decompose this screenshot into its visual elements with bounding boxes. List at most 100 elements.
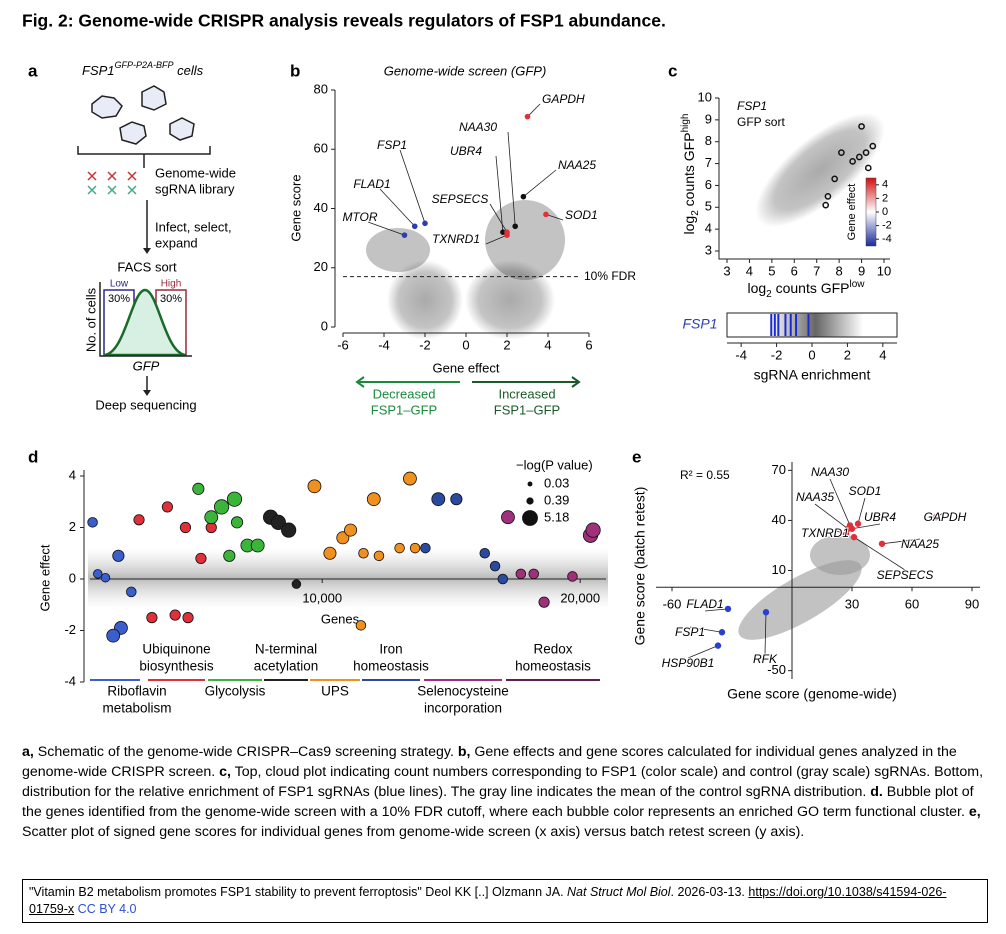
cloud [738, 560, 862, 640]
y-tick-label: -2 [64, 622, 76, 637]
cluster-name: metabolism [102, 701, 171, 716]
bubble [373, 550, 385, 562]
bubble [93, 569, 103, 579]
point [714, 642, 722, 649]
y-tick-label: 7 [705, 155, 712, 170]
bubble [497, 573, 509, 585]
bubble [528, 568, 540, 580]
legend-bubble [526, 497, 534, 505]
y-tick-label: 40 [772, 512, 786, 527]
strip [726, 312, 898, 338]
x-axis-title: Gene score (genome-wide) [727, 686, 897, 702]
leader [399, 149, 426, 224]
hit [822, 201, 830, 209]
cb-title: Gene effect [846, 184, 858, 241]
cloud-band [88, 548, 608, 608]
x-tick-label: -6 [337, 337, 349, 352]
bubble [230, 516, 244, 529]
panel-e: e R² = 0.55 -60 30 60 90 70 40 10 -50 Gene score (… [632, 447, 980, 702]
bubble [192, 482, 205, 495]
bubble [291, 579, 302, 589]
y-tick-label: -50 [767, 662, 786, 677]
bubble [538, 596, 550, 608]
leader [687, 645, 719, 659]
hit [855, 153, 863, 161]
bubble [394, 542, 405, 554]
cluster-name: acetylation [254, 659, 319, 674]
title-part: counts GFP [772, 280, 850, 296]
x-tick-label: 2 [844, 347, 851, 362]
bubble [420, 542, 431, 554]
facs: FACS sort [117, 259, 177, 274]
arrow-label: Increased [498, 386, 555, 401]
bubble [567, 571, 578, 582]
bubble [213, 499, 230, 515]
figure-title: Fig. 2: Genome-wide CRISPR analysis reve… [22, 11, 666, 31]
cell-line: FSP1GFP-P2A-BFP cells [82, 60, 204, 78]
point [543, 211, 549, 218]
caption-text: Bubble plot of the genes identified from… [22, 784, 974, 820]
leader [704, 608, 729, 612]
legend-bubble [522, 510, 538, 526]
hit [869, 142, 877, 150]
legend-label: 0.03 [544, 475, 569, 490]
point-label: RFK [753, 652, 778, 666]
bracket [77, 146, 211, 168]
date: . 2026-03-13. [670, 885, 749, 899]
x-tick-label: 7 [813, 263, 820, 278]
hit [838, 149, 845, 156]
x-tick-label: -2 [771, 347, 783, 362]
cloud [810, 535, 870, 575]
leader [853, 536, 906, 571]
point-label: NAA25 [558, 158, 596, 172]
doi-link[interactable]: https://doi.org/10.1038/s41594-026-01759… [29, 885, 947, 916]
x-tick-label: 9 [858, 263, 865, 278]
point-label: NAA35 [796, 490, 834, 504]
colorbar [865, 177, 877, 247]
step: Infect, select, [155, 219, 232, 234]
bubble [281, 522, 297, 538]
cluster-name: Ubiquinone [142, 642, 210, 657]
y-tick-label: -4 [64, 673, 76, 688]
final-step: Deep sequencing [95, 397, 196, 412]
panel-label: b [290, 61, 300, 80]
bubble [133, 514, 145, 526]
bubble [87, 517, 98, 528]
cluster-name: incorporation [424, 701, 502, 716]
bubble [270, 514, 286, 530]
license[interactable]: CC BY 4.0 [77, 902, 137, 916]
y-tick-label: 4 [705, 221, 712, 236]
point-label: SOD1 [849, 484, 882, 498]
leader [379, 188, 416, 227]
bubble [450, 493, 463, 506]
leader [857, 497, 866, 524]
bubble [336, 531, 350, 545]
point [850, 533, 858, 541]
y-tick-label: 10 [698, 89, 712, 104]
gate-pct: 30% [160, 293, 182, 305]
tag: GFP-P2A-BFP [115, 60, 174, 70]
x-tick-label: 6 [585, 337, 592, 352]
caption-label: d. [870, 784, 883, 800]
point [932, 513, 940, 521]
point-label: SEPSECS [877, 568, 934, 582]
legend-title: −log(P value) [516, 457, 593, 472]
gate-pct: 30% [108, 293, 130, 305]
y-tick-label: 5 [705, 199, 712, 214]
cloud [755, 113, 885, 227]
axis-title: log2 counts GFPhigh [680, 114, 701, 235]
bubble [226, 491, 243, 507]
step: expand [155, 235, 198, 250]
arrow-left [355, 376, 460, 388]
title-part: low [850, 279, 866, 290]
cb-tick-label: 2 [882, 192, 888, 204]
y-axis-title: Gene score [288, 174, 303, 241]
panel-label: d [28, 447, 38, 466]
leader [881, 538, 921, 545]
x-tick-label: 4 [746, 263, 753, 278]
cluster-name: homeostasis [515, 659, 591, 674]
bubble [204, 510, 219, 525]
bubble [358, 548, 369, 559]
